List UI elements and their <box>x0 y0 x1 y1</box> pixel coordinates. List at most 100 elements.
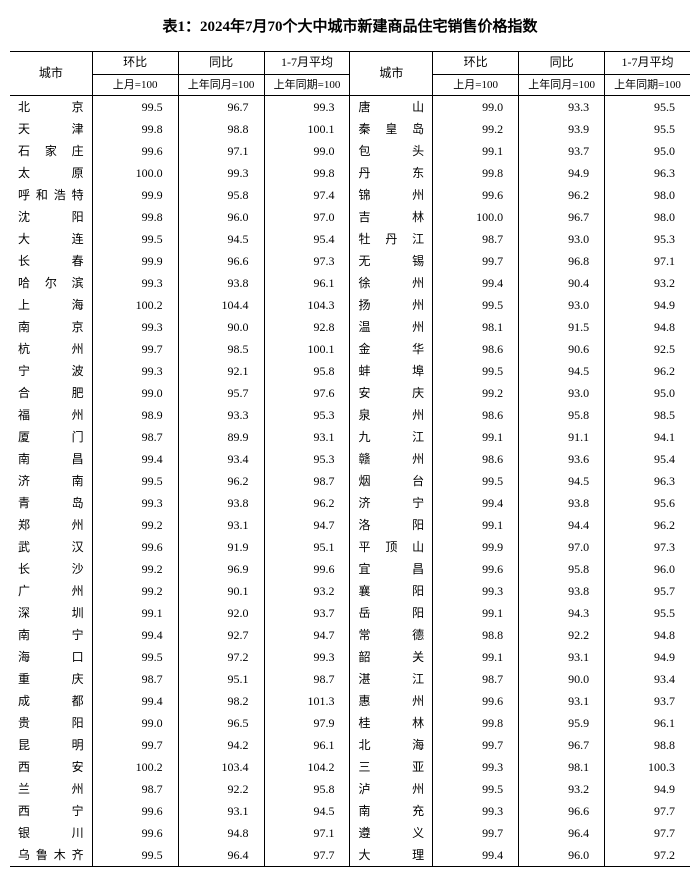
avg-cell: 94.7 <box>264 624 350 646</box>
city-cell: 北京 <box>10 95 92 118</box>
mom-cell: 99.6 <box>92 822 178 844</box>
yoy-cell: 94.2 <box>178 734 264 756</box>
mom-cell: 99.4 <box>92 624 178 646</box>
city-cell: 太原 <box>10 162 92 184</box>
city-cell: 深圳 <box>10 602 92 624</box>
avg-cell: 101.3 <box>264 690 350 712</box>
yoy-cell: 93.0 <box>519 228 605 250</box>
avg-cell: 104.2 <box>264 756 350 778</box>
avg-cell: 95.8 <box>264 360 350 382</box>
mom-cell: 99.5 <box>433 470 519 492</box>
yoy-cell: 90.0 <box>519 668 605 690</box>
yoy-cell: 103.4 <box>178 756 264 778</box>
city-cell: 丹东 <box>350 162 433 184</box>
mom-cell: 99.4 <box>92 448 178 470</box>
table-title: 表1：2024年7月70个大中城市新建商品住宅销售价格指数 <box>10 15 690 36</box>
mom-cell: 99.5 <box>433 360 519 382</box>
mom-cell: 99.5 <box>92 95 178 118</box>
avg-cell: 96.2 <box>264 492 350 514</box>
city-cell: 广州 <box>10 580 92 602</box>
avg-cell: 99.6 <box>264 558 350 580</box>
subheader-mom-right: 上月=100 <box>433 74 519 95</box>
avg-cell: 95.3 <box>605 228 690 250</box>
mom-cell: 99.9 <box>92 250 178 272</box>
avg-cell: 96.1 <box>605 712 690 734</box>
avg-cell: 93.7 <box>605 690 690 712</box>
avg-cell: 96.2 <box>605 360 690 382</box>
yoy-cell: 94.3 <box>519 602 605 624</box>
city-cell: 济宁 <box>350 492 433 514</box>
avg-cell: 97.1 <box>264 822 350 844</box>
avg-cell: 94.7 <box>264 514 350 536</box>
city-cell: 泸州 <box>350 778 433 800</box>
avg-cell: 99.3 <box>264 646 350 668</box>
avg-cell: 95.3 <box>264 404 350 426</box>
mom-cell: 98.9 <box>92 404 178 426</box>
mom-cell: 99.4 <box>433 272 519 294</box>
mom-cell: 99.9 <box>433 536 519 558</box>
avg-cell: 97.7 <box>264 844 350 867</box>
avg-cell: 95.4 <box>605 448 690 470</box>
mom-cell: 99.5 <box>433 294 519 316</box>
city-cell: 安庆 <box>350 382 433 404</box>
yoy-cell: 98.2 <box>178 690 264 712</box>
table-row: 石家庄99.697.199.0包头99.193.795.0 <box>10 140 690 162</box>
mom-cell: 99.2 <box>92 580 178 602</box>
mom-cell: 99.3 <box>92 272 178 294</box>
avg-cell: 94.8 <box>605 624 690 646</box>
table-row: 深圳99.192.093.7岳阳99.194.395.5 <box>10 602 690 624</box>
mom-cell: 99.3 <box>433 580 519 602</box>
table-row: 乌鲁木齐99.596.497.7大理99.496.097.2 <box>10 844 690 867</box>
mom-cell: 98.6 <box>433 338 519 360</box>
table-row: 郑州99.293.194.7洛阳99.194.496.2 <box>10 514 690 536</box>
city-cell: 徐州 <box>350 272 433 294</box>
avg-cell: 96.2 <box>605 514 690 536</box>
table-row: 重庆98.795.198.7湛江98.790.093.4 <box>10 668 690 690</box>
avg-cell: 95.4 <box>264 228 350 250</box>
yoy-cell: 96.2 <box>178 470 264 492</box>
city-cell: 唐山 <box>350 95 433 118</box>
city-cell: 桂林 <box>350 712 433 734</box>
yoy-cell: 92.1 <box>178 360 264 382</box>
table-row: 长春99.996.697.3无锡99.796.897.1 <box>10 250 690 272</box>
city-cell: 合肥 <box>10 382 92 404</box>
mom-cell: 99.3 <box>92 316 178 338</box>
city-cell: 呼和浩特 <box>10 184 92 206</box>
mom-cell: 99.4 <box>92 690 178 712</box>
table-row: 福州98.993.395.3泉州98.695.898.5 <box>10 404 690 426</box>
mom-cell: 99.9 <box>92 184 178 206</box>
header-avg-left: 1-7月平均 <box>264 52 350 75</box>
mom-cell: 99.8 <box>92 206 178 228</box>
yoy-cell: 95.8 <box>519 404 605 426</box>
yoy-cell: 90.4 <box>519 272 605 294</box>
city-cell: 扬州 <box>350 294 433 316</box>
yoy-cell: 96.5 <box>178 712 264 734</box>
avg-cell: 93.4 <box>605 668 690 690</box>
header-avg-right: 1-7月平均 <box>605 52 690 75</box>
avg-cell: 93.2 <box>605 272 690 294</box>
yoy-cell: 93.8 <box>178 272 264 294</box>
city-cell: 洛阳 <box>350 514 433 536</box>
mom-cell: 99.5 <box>92 228 178 250</box>
city-cell: 泉州 <box>350 404 433 426</box>
avg-cell: 95.5 <box>605 118 690 140</box>
city-cell: 北海 <box>350 734 433 756</box>
avg-cell: 98.7 <box>264 470 350 492</box>
table-row: 济南99.596.298.7烟台99.594.596.3 <box>10 470 690 492</box>
table-row: 太原100.099.399.8丹东99.894.996.3 <box>10 162 690 184</box>
yoy-cell: 91.1 <box>519 426 605 448</box>
mom-cell: 99.5 <box>92 470 178 492</box>
city-cell: 大连 <box>10 228 92 250</box>
table-row: 天津99.898.8100.1秦皇岛99.293.995.5 <box>10 118 690 140</box>
mom-cell: 99.8 <box>92 118 178 140</box>
mom-cell: 99.3 <box>92 492 178 514</box>
city-cell: 岳阳 <box>350 602 433 624</box>
avg-cell: 98.0 <box>605 184 690 206</box>
mom-cell: 99.3 <box>433 756 519 778</box>
yoy-cell: 97.0 <box>519 536 605 558</box>
yoy-cell: 94.8 <box>178 822 264 844</box>
mom-cell: 99.2 <box>92 558 178 580</box>
subheader-mom-left: 上月=100 <box>92 74 178 95</box>
mom-cell: 100.0 <box>433 206 519 228</box>
avg-cell: 94.9 <box>605 294 690 316</box>
